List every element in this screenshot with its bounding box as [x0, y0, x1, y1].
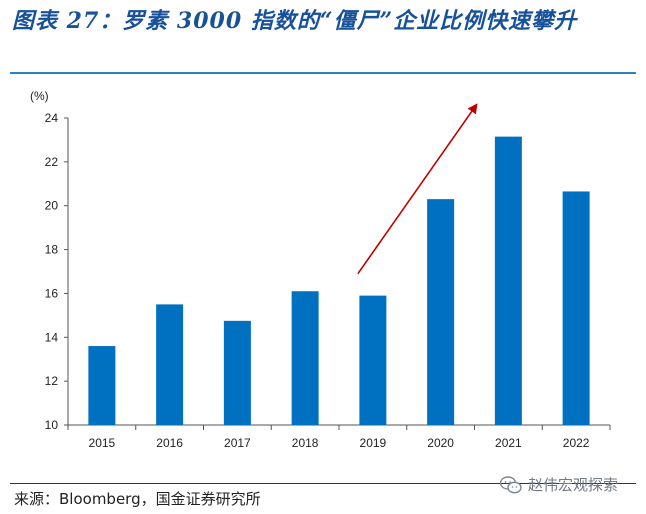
- y-tick-label: 10: [45, 418, 59, 432]
- x-tick-label: 2019: [360, 436, 387, 450]
- x-tick-label: 2020: [427, 436, 454, 450]
- title-divider: [10, 72, 636, 74]
- y-tick-label: 18: [45, 243, 59, 257]
- y-tick-label: 22: [45, 155, 59, 169]
- bar: [562, 191, 590, 425]
- x-tick-label: 2018: [292, 436, 319, 450]
- watermark-text: 赵伟宏观探索: [528, 476, 619, 494]
- watermark: 赵伟宏观探索: [500, 474, 618, 495]
- x-tick-label: 2017: [224, 436, 251, 450]
- y-tick-label: 20: [45, 199, 59, 213]
- chart-title: 图表 27：罗素 3000 指数的“僵尸”企业比例快速攀升: [12, 8, 578, 34]
- x-tick-label: 2015: [89, 436, 116, 450]
- y-axis-label: (%): [30, 89, 49, 103]
- source-note: 来源：Bloomberg，国金证券研究所: [14, 490, 261, 508]
- bar: [427, 199, 455, 425]
- x-tick-label: 2021: [495, 436, 522, 450]
- bar: [359, 295, 387, 425]
- trend-arrow: [357, 103, 478, 275]
- footer-divider: [10, 483, 636, 484]
- bar: [494, 136, 522, 425]
- bar: [223, 320, 251, 425]
- wechat-icon: [500, 475, 522, 493]
- x-tick-label: 2022: [563, 436, 590, 450]
- y-tick-label: 24: [45, 111, 59, 125]
- bar: [291, 291, 319, 425]
- x-tick-label: 2016: [156, 436, 183, 450]
- bar: [88, 346, 116, 425]
- y-tick-label: 16: [45, 286, 59, 300]
- y-tick-label: 12: [45, 374, 59, 388]
- y-tick-label: 14: [45, 330, 59, 344]
- bar: [156, 304, 184, 425]
